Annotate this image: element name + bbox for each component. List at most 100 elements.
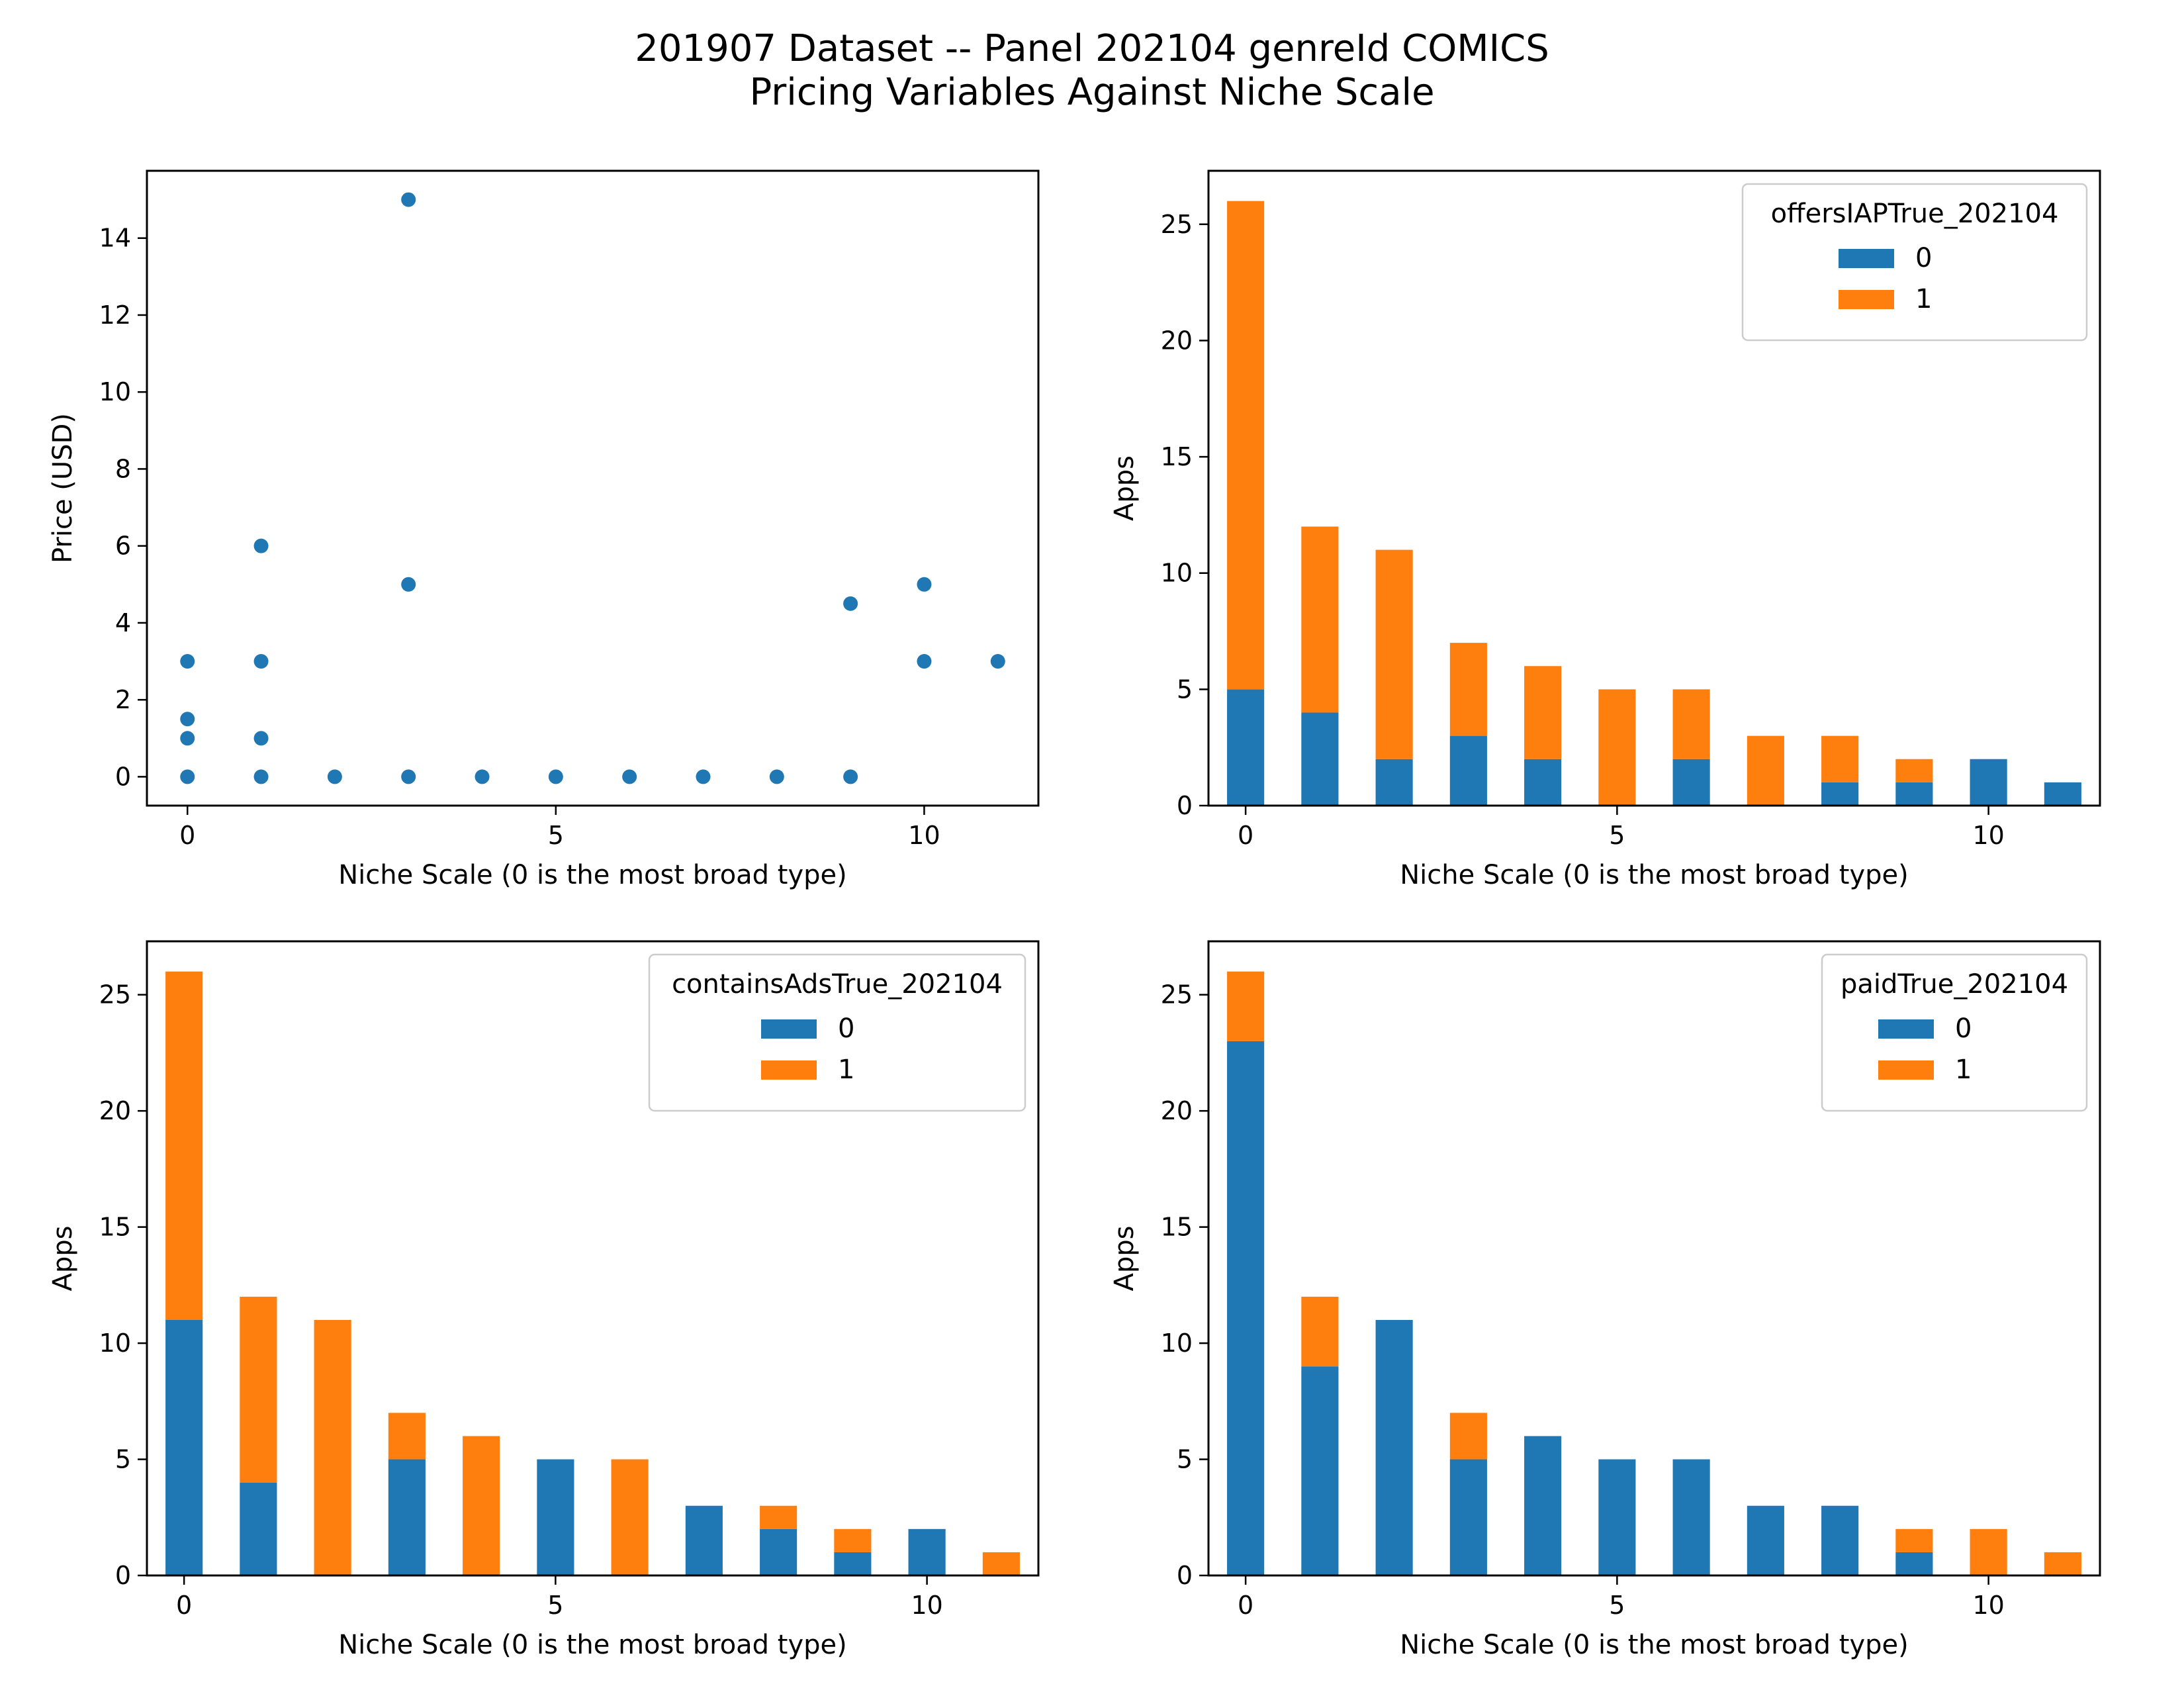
bar-segment-series-1	[1747, 735, 1784, 806]
y-tick-label: 15	[1161, 1213, 1193, 1242]
y-tick-label: 20	[1161, 1096, 1193, 1125]
axes-frame	[1207, 169, 2101, 807]
y-tick-label: 10	[1161, 559, 1193, 588]
y-tick-label: 10	[99, 377, 131, 406]
legend-swatch-1	[1839, 290, 1894, 309]
bar-segment-series-0	[1227, 689, 1265, 806]
bar-segment-series-1	[1301, 526, 1339, 713]
y-tick-label: 0	[1177, 1561, 1193, 1590]
bar-segment-series-0	[537, 1459, 574, 1575]
price-scatter-panel: 0 5 10 0 2 4 6 8 10 12 14 Niche Scale (0 is the mos…	[48, 169, 1040, 890]
bar-segment-series-1	[1375, 549, 1413, 759]
bar-segment-series-1	[760, 1505, 797, 1529]
y-tick-label: 25	[1161, 210, 1193, 239]
bar-segment-series-0	[1301, 712, 1339, 806]
bar-segment-series-1	[1524, 666, 1562, 759]
bar-segment-series-1	[1598, 689, 1636, 806]
y-tick-label: 14	[99, 224, 131, 253]
bar-segment-series-0	[1598, 1459, 1636, 1575]
legend-swatch-0	[1878, 1019, 1934, 1039]
axes-frame	[146, 169, 1040, 807]
x-axis-label: Niche Scale (0 is the most broad type)	[1400, 1630, 1909, 1660]
bar-segment-series-1	[1449, 1413, 1487, 1460]
scatter-point	[548, 769, 563, 784]
y-axis-label: Price (USD)	[48, 413, 78, 563]
figure-subtitle: Pricing Variables Against Niche Scale	[749, 71, 1434, 114]
bar-segment-series-1	[1895, 1528, 1933, 1552]
scatter-point	[253, 731, 269, 746]
x-tick-label: 5	[1609, 821, 1625, 850]
scatter-point	[180, 712, 195, 727]
bar-segment-series-1	[165, 971, 203, 1320]
bar-segment-series-0	[165, 1319, 203, 1575]
y-tick-label: 15	[99, 1213, 131, 1242]
scatter-point	[622, 769, 637, 784]
bar-segment-series-1	[834, 1528, 872, 1552]
y-tick-label: 2	[115, 685, 131, 714]
bar-segment-series-0	[1672, 759, 1710, 806]
x-axis-label: Niche Scale (0 is the most broad type)	[338, 1630, 847, 1660]
bar-segment-series-0	[685, 1505, 723, 1575]
y-tick-label: 0	[115, 762, 131, 791]
bar-segment-series-0	[388, 1459, 426, 1575]
x-tick-label: 0	[1238, 821, 1253, 850]
bar-segment-series-0	[1970, 759, 2007, 806]
scatter-point	[475, 769, 490, 784]
x-tick-label: 10	[908, 821, 940, 850]
scatter-point	[401, 192, 416, 207]
scatter-point	[696, 769, 711, 784]
y-tick-label: 15	[1161, 442, 1193, 471]
bar-segment-series-0	[1449, 735, 1487, 806]
bar-segment-series-0	[2044, 782, 2081, 806]
scatter-point	[917, 577, 932, 592]
x-tick-label: 5	[547, 1591, 563, 1620]
bar-segment-series-1	[1449, 643, 1487, 736]
x-tick-label: 0	[1238, 1591, 1253, 1620]
figure-title: 201907 Dataset -- Panel 202104 genreId C…	[635, 27, 1549, 70]
x-axis-label: Niche Scale (0 is the most broad type)	[338, 860, 847, 890]
scatter-point	[180, 731, 195, 746]
scatter-point	[769, 769, 784, 784]
bar-segment-series-1	[388, 1413, 426, 1460]
y-tick-label: 6	[115, 532, 131, 561]
y-axis-label: Apps	[1109, 455, 1140, 521]
bar-segment-series-0	[1821, 782, 1859, 806]
y-tick-label: 10	[99, 1329, 131, 1358]
legend-label-1: 1	[838, 1055, 854, 1085]
bar-segment-series-0	[1821, 1505, 1859, 1575]
y-tick-label: 20	[99, 1096, 131, 1125]
bar-segment-series-0	[1672, 1459, 1710, 1575]
axes-frame	[146, 940, 1040, 1577]
x-tick-label: 5	[548, 821, 564, 850]
bar-segment-series-1	[1227, 971, 1265, 1041]
bar-segment-series-1	[240, 1296, 277, 1483]
scatter-point	[253, 538, 269, 553]
scatter-point	[843, 596, 858, 611]
scatter-point	[180, 769, 195, 784]
bar-segment-series-1	[2044, 1552, 2081, 1575]
scatter-point	[327, 769, 342, 784]
bar-segment-series-0	[760, 1528, 797, 1575]
legend-swatch-1	[761, 1060, 817, 1080]
legend-label-0: 0	[838, 1013, 854, 1044]
y-tick-label: 25	[99, 980, 131, 1009]
bar-segment-series-0	[1524, 1436, 1562, 1575]
bar-segment-series-1	[1821, 735, 1859, 782]
bar-segment-series-0	[1227, 1041, 1265, 1575]
x-axis-label: Niche Scale (0 is the most broad type)	[1400, 860, 1909, 890]
legend-label-1: 1	[1915, 284, 1932, 314]
legend-label-0: 0	[1955, 1013, 1972, 1044]
legend-box	[1741, 183, 2088, 342]
scatter-point	[180, 654, 195, 669]
y-tick-label: 25	[1161, 980, 1193, 1009]
legend-swatch-0	[1839, 249, 1894, 268]
x-tick-label: 10	[1972, 1591, 2004, 1620]
x-tick-label: 10	[1972, 821, 2004, 850]
bar-segment-series-0	[1375, 1319, 1413, 1575]
y-tick-label: 12	[99, 301, 131, 330]
scatter-point	[253, 769, 269, 784]
bar-segment-series-0	[240, 1482, 277, 1575]
scatter-point	[253, 654, 269, 669]
